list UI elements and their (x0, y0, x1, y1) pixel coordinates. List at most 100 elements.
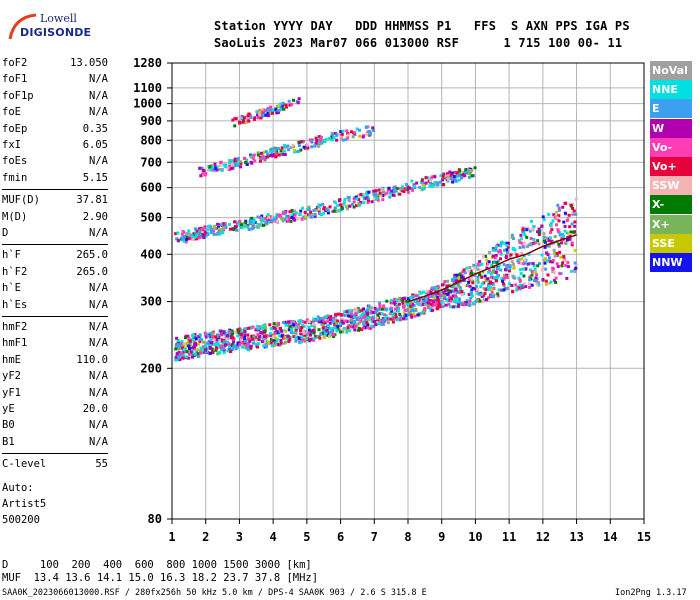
echo-point (537, 242, 541, 246)
echo-point (447, 283, 451, 287)
echo-point (213, 226, 217, 230)
echo-point (546, 273, 550, 277)
echo-point (181, 346, 185, 350)
echo-point (439, 295, 443, 299)
echo-point (508, 266, 512, 270)
echo-point (424, 291, 428, 295)
echo-point (184, 240, 188, 244)
echo-point (182, 230, 186, 234)
echo-point (295, 217, 299, 221)
echo-point (310, 213, 314, 217)
echo-point (322, 317, 326, 321)
echo-point (298, 321, 302, 325)
echo-point (517, 239, 521, 243)
echo-point (563, 224, 567, 228)
echo-point (250, 227, 254, 231)
echo-point (354, 308, 358, 312)
echo-point (425, 301, 429, 305)
param-row: foF1p N/A (2, 90, 108, 106)
echo-point (488, 280, 492, 284)
echo-point (399, 187, 403, 191)
echo-point (179, 354, 183, 358)
echo-point (387, 186, 391, 190)
echo-point (287, 216, 291, 220)
echo-point (290, 215, 294, 219)
echo-point (218, 167, 222, 171)
echo-point (212, 338, 216, 342)
echo-point (458, 169, 462, 173)
echo-point (390, 301, 394, 305)
echo-point (298, 212, 302, 216)
echo-point (322, 211, 326, 215)
echo-point (198, 337, 202, 341)
echo-point (188, 339, 192, 343)
echo-point (328, 334, 332, 338)
echo-point (336, 327, 340, 331)
echo-point (394, 313, 398, 317)
echo-point (329, 330, 333, 334)
echo-point (482, 255, 486, 259)
echo-point (292, 148, 296, 152)
echo-point (302, 331, 306, 335)
echo-point (339, 203, 343, 207)
echo-point (302, 215, 306, 219)
echo-point (243, 335, 247, 339)
echo-point (257, 342, 261, 346)
echo-point (440, 292, 444, 296)
echo-point (436, 181, 440, 185)
echo-point (492, 286, 496, 290)
echo-point (326, 319, 330, 323)
param-name: MUF(D) (2, 194, 40, 207)
echo-point (499, 268, 503, 272)
echo-point (366, 125, 370, 129)
echo-point (358, 128, 362, 132)
echo-point (235, 345, 239, 349)
echo-point (481, 299, 485, 303)
echo-point (339, 313, 343, 317)
echo-point (294, 324, 298, 328)
echo-point (453, 297, 457, 301)
echo-point (465, 170, 469, 174)
echo-point (203, 331, 207, 335)
echo-point (406, 302, 410, 306)
echo-point (306, 146, 310, 150)
echo-point (187, 347, 191, 351)
param-name: yE (2, 403, 15, 415)
param-row: hmE 110.0 (2, 354, 108, 370)
echo-point (429, 299, 433, 303)
echo-point (412, 184, 416, 188)
echo-point (480, 282, 484, 286)
echo-point (267, 216, 271, 220)
echo-point (204, 335, 208, 339)
echo-point (484, 254, 488, 258)
echo-point (273, 338, 277, 342)
y-tick-label: 800 (140, 133, 162, 147)
echo-point (537, 233, 541, 237)
echo-point (263, 329, 267, 333)
echo-point (502, 241, 506, 245)
echo-point (269, 341, 273, 345)
echo-point (424, 176, 428, 180)
echo-point (500, 240, 504, 244)
x-tick-label: 13 (569, 530, 583, 544)
echo-point (469, 296, 473, 300)
echo-point (209, 168, 213, 172)
echo-point (373, 311, 377, 315)
echo-point (339, 135, 343, 139)
echo-point (377, 188, 381, 192)
echo-point (238, 160, 242, 164)
echo-point (406, 297, 410, 301)
echo-point (214, 335, 218, 339)
echo-point (272, 216, 276, 220)
echo-point (405, 299, 409, 303)
echo-point (258, 112, 262, 116)
echo-point (223, 336, 227, 340)
echo-point (569, 230, 573, 234)
echo-point (298, 341, 302, 345)
echo-point (218, 230, 222, 234)
echo-point (361, 320, 365, 324)
echo-point (528, 282, 532, 286)
echo-point (287, 99, 291, 103)
echo-point (534, 279, 538, 283)
echo-point (507, 269, 511, 273)
